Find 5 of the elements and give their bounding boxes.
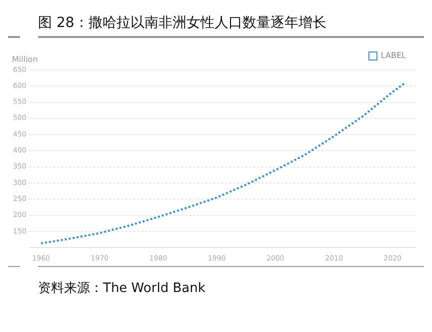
line-series: [40, 82, 406, 244]
legend-label: LABEL: [380, 51, 407, 60]
text: 资料来源：The World Bank: [38, 280, 206, 297]
chart-title: 图 28：撒哈拉以南非洲女性人口数量逐年增长: [38, 14, 424, 38]
y-axis-title: Million: [12, 55, 38, 64]
